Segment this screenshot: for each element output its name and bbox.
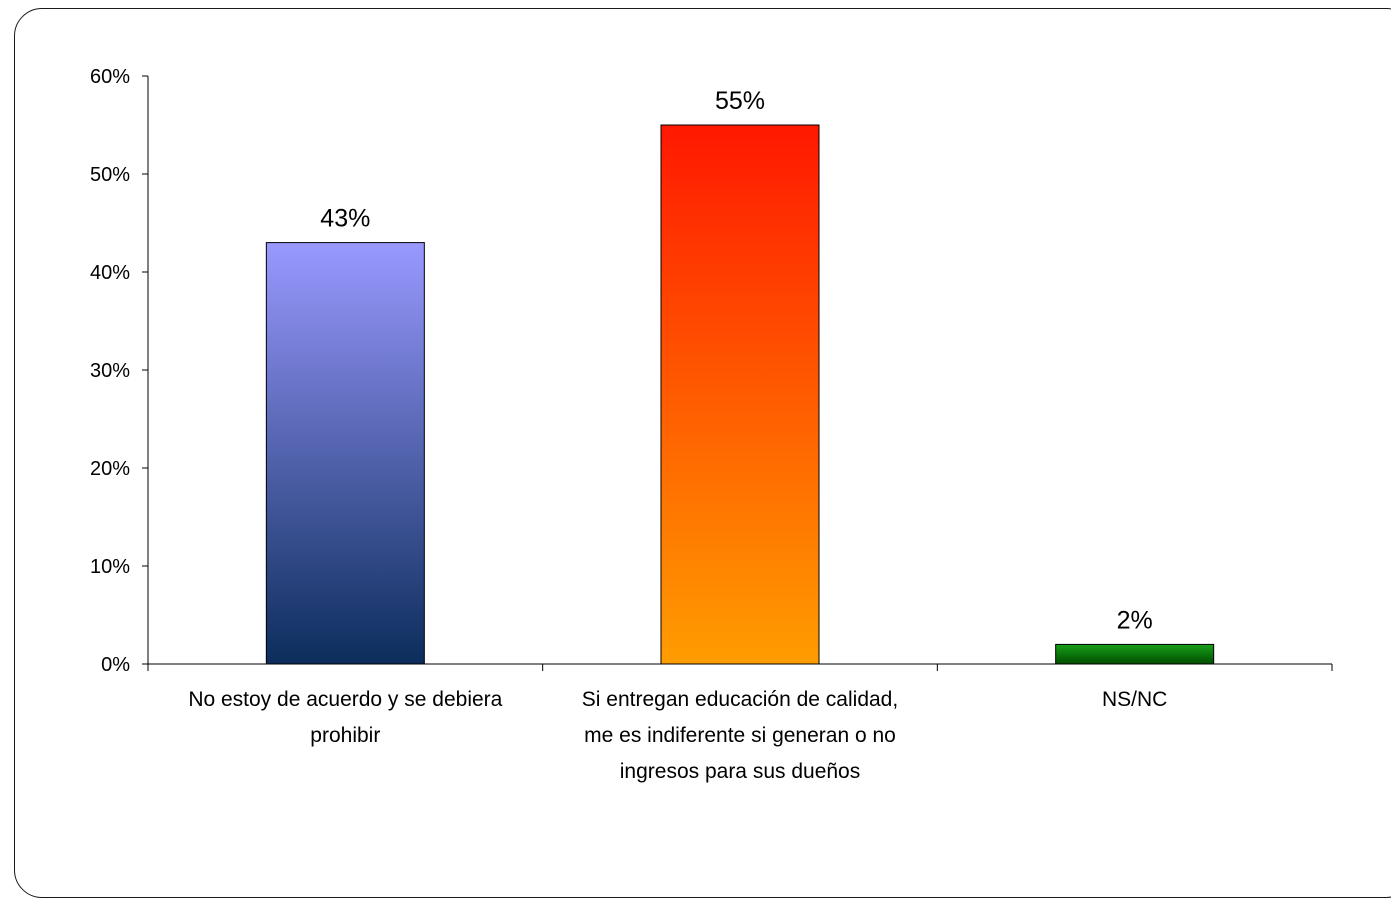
y-tick-label: 10% <box>90 556 130 578</box>
y-tick-label: 20% <box>90 458 130 480</box>
bar <box>660 124 820 665</box>
y-tick-label: 60% <box>90 66 130 88</box>
y-tick-label: 50% <box>90 164 130 186</box>
bar <box>265 242 425 665</box>
y-tick-label: 30% <box>90 360 130 382</box>
bar-value-label: 43% <box>320 205 370 233</box>
category-label: NS/NC <box>1101 688 1168 711</box>
bar-value-label: 55% <box>715 87 765 115</box>
y-tick-label: 40% <box>90 262 130 284</box>
bar <box>1055 643 1215 665</box>
bar-chart: 0% 10% 20% 30% 40% 50% 60% 43% 55% 2% <box>90 66 1333 676</box>
value-labels: 43% 55% 2% <box>320 87 1152 634</box>
category-label: Si entregan educación de calidad, me es … <box>581 688 899 783</box>
bar-value-label: 2% <box>1117 606 1153 634</box>
y-tick-label: 0% <box>101 654 130 676</box>
bars <box>265 124 1215 665</box>
category-label: No estoy de acuerdo y se debiera prohibi… <box>188 688 503 747</box>
